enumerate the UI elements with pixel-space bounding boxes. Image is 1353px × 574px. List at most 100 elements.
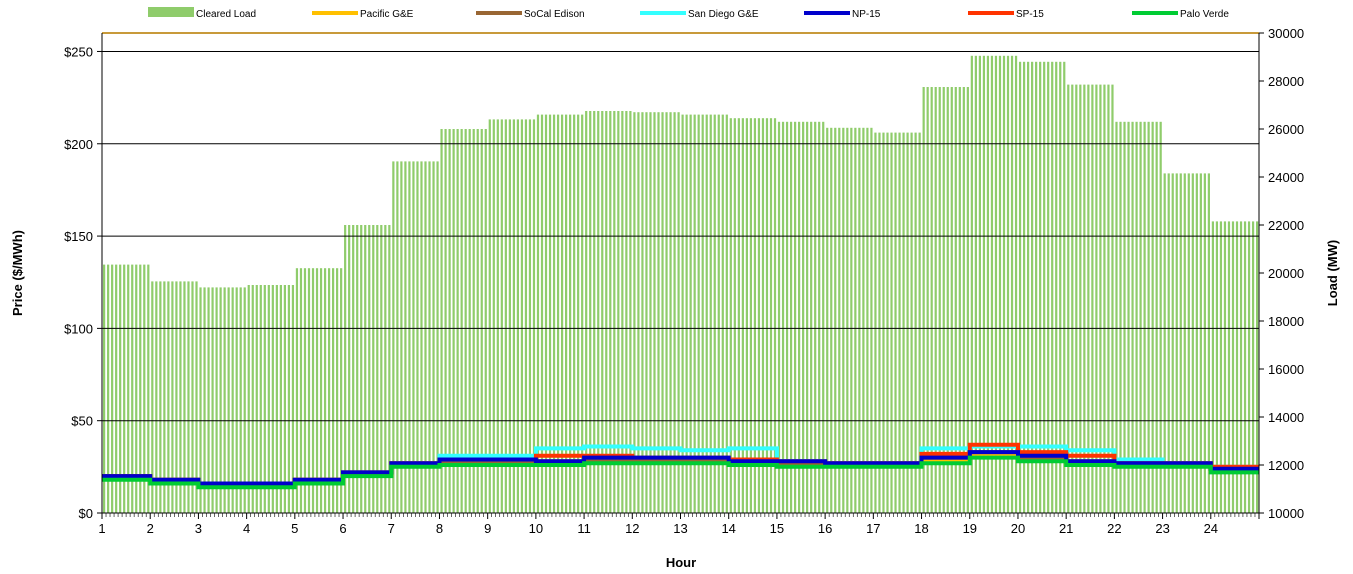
load-bar <box>195 281 198 513</box>
load-bar <box>171 281 174 513</box>
load-bar <box>810 121 813 514</box>
load-bar <box>1227 221 1231 513</box>
load-bar <box>1243 221 1247 513</box>
load-bar <box>729 118 732 513</box>
load-bar <box>1091 84 1094 513</box>
load-bar <box>211 287 214 513</box>
load-bar <box>1211 221 1215 513</box>
load-bar <box>448 129 451 513</box>
load-bar <box>998 55 1002 514</box>
load-bar <box>581 114 584 513</box>
load-bar <box>424 161 427 513</box>
load-bar <box>1159 121 1162 514</box>
load-bar <box>1095 84 1098 513</box>
load-bar <box>749 118 753 513</box>
legend-swatch-load <box>148 7 194 17</box>
load-bar <box>1251 221 1255 513</box>
load-bar <box>1067 84 1070 513</box>
load-bar <box>1247 221 1251 513</box>
load-bar <box>1235 221 1239 513</box>
load-bar <box>910 132 913 513</box>
load-bar <box>898 132 901 513</box>
load-bar <box>388 225 391 513</box>
load-bar <box>183 281 186 513</box>
load-bar <box>661 112 664 513</box>
load-bar <box>492 119 495 514</box>
load-bar <box>360 225 363 513</box>
load-bar <box>785 121 789 514</box>
load-bar <box>348 225 351 513</box>
y2-tick-label: 10000 <box>1268 506 1304 521</box>
load-bar <box>617 111 620 513</box>
load-bar <box>223 287 226 513</box>
load-bar <box>364 225 367 513</box>
load-bar <box>669 112 672 513</box>
load-bar <box>681 114 684 513</box>
load-bar <box>777 121 781 514</box>
load-bar <box>685 114 688 513</box>
load-bar <box>131 264 134 513</box>
load-bar <box>1163 173 1166 513</box>
load-bar <box>573 114 576 513</box>
y2-tick-label: 28000 <box>1268 74 1304 89</box>
load-bar <box>400 161 403 513</box>
load-bar <box>673 112 676 513</box>
load-bar <box>1002 55 1006 514</box>
load-bar <box>918 132 921 513</box>
load-bar <box>151 281 154 513</box>
y2-tick-label: 20000 <box>1268 266 1304 281</box>
y2-tick-label: 18000 <box>1268 314 1304 329</box>
load-bar <box>1207 173 1210 513</box>
load-bar <box>826 127 829 514</box>
y-tick-label: $0 <box>79 506 93 521</box>
x-axis-title: Hour <box>666 555 696 570</box>
x-tick-label: 5 <box>291 521 298 536</box>
load-bar <box>1043 61 1046 514</box>
load-bar <box>496 119 499 514</box>
load-bar <box>1079 84 1082 513</box>
load-bar <box>251 285 254 513</box>
load-bar <box>1215 221 1219 513</box>
load-bar <box>757 118 761 513</box>
gridlines <box>102 50 1259 422</box>
load-bar <box>814 121 817 514</box>
load-bar <box>781 121 785 514</box>
y2-tick-label: 14000 <box>1268 410 1304 425</box>
load-bar <box>934 87 937 513</box>
load-bar <box>227 287 230 513</box>
load-bar <box>830 127 833 514</box>
load-bar <box>982 55 986 514</box>
load-bar <box>938 87 941 513</box>
load-bar <box>235 287 238 513</box>
load-bar <box>1223 221 1227 513</box>
load-bar <box>1071 84 1074 513</box>
load-bar <box>368 225 371 513</box>
load-bar <box>1119 121 1122 514</box>
load-bar <box>544 114 548 513</box>
load-bar <box>854 127 857 514</box>
load-bar <box>1099 84 1102 513</box>
x-tick-label: 21 <box>1059 521 1073 536</box>
load-bar <box>203 287 206 513</box>
load-bar <box>556 114 560 513</box>
legend-label: SP-15 <box>1016 9 1044 20</box>
x-tick-label: 18 <box>914 521 928 536</box>
load-bar <box>798 121 801 514</box>
left-axis-ticks: $0 $50 $100 $150 $200 $250 <box>64 44 102 521</box>
load-bar <box>906 132 909 513</box>
load-bar <box>1075 84 1078 513</box>
load-bar <box>528 119 532 514</box>
y-tick-label: $250 <box>64 44 93 59</box>
y2-tick-label: 22000 <box>1268 218 1304 233</box>
load-bar <box>444 129 447 513</box>
load-bar <box>135 264 138 513</box>
load-bar <box>267 285 270 513</box>
load-bar <box>271 285 274 513</box>
load-bar <box>894 132 897 513</box>
y-tick-label: $50 <box>71 414 93 429</box>
legend-label: Palo Verde <box>1180 9 1229 20</box>
load-bar <box>1103 84 1106 513</box>
load-bar <box>524 119 528 514</box>
load-bar <box>593 111 596 513</box>
